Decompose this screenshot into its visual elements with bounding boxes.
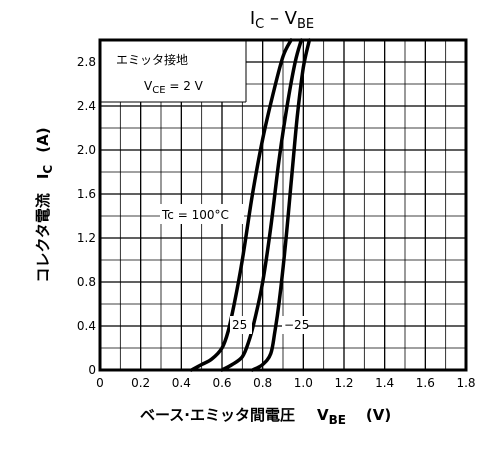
- curves: [189, 38, 312, 372]
- series-line-25: [220, 38, 304, 372]
- x-tick-label: 1.6: [416, 376, 435, 390]
- y-tick-label: 1.2: [77, 231, 96, 245]
- annotation-m25: −25: [282, 316, 309, 334]
- tc-label: Tc = 100°C: [161, 208, 229, 222]
- x-axis-label: ベース·エミッタ間電圧 VBE (V): [140, 406, 391, 427]
- series-line--25: [250, 38, 312, 372]
- annotation-100c: Tc = 100°C: [160, 204, 244, 224]
- x-tick-labels: 0 0.2 0.4 0.6 0.8 1.0 1.2 1.4 1.6 1.8: [96, 376, 475, 390]
- x-tick-label: 1.4: [375, 376, 394, 390]
- x-tick-label: 0.6: [212, 376, 231, 390]
- y-tick-label: 1.6: [77, 187, 96, 201]
- label-minus25: −25: [284, 318, 309, 332]
- y-tick-label: 2.8: [77, 55, 96, 69]
- y-axis-label: コレクタ電流IC(A): [34, 127, 55, 282]
- conditions-line2: VCE = 2 V: [144, 79, 204, 96]
- x-tick-label: 1.0: [294, 376, 313, 390]
- chart-title: IC – VBE: [250, 8, 314, 32]
- y-tick-label: 0.4: [77, 319, 96, 333]
- series-line-100C: [189, 38, 293, 372]
- x-tick-label: 1.8: [456, 376, 475, 390]
- x-tick-label: 0: [96, 376, 104, 390]
- y-tick-label: 2.4: [77, 99, 96, 113]
- x-tick-label: 1.2: [334, 376, 353, 390]
- y-tick-label: 0: [88, 363, 96, 377]
- x-tick-label: 0.8: [253, 376, 272, 390]
- conditions-line1: エミッタ接地: [116, 52, 188, 67]
- y-tick-label: 2.0: [77, 143, 96, 157]
- label-25: 25: [232, 318, 247, 332]
- x-tick-label: 0.2: [131, 376, 150, 390]
- y-tick-labels: 0 0.4 0.8 1.2 1.6 2.0 2.4 2.8: [77, 55, 96, 377]
- conditions-box: エミッタ接地 VCE = 2 V: [100, 40, 247, 103]
- y-tick-label: 0.8: [77, 275, 96, 289]
- x-tick-label: 0.4: [172, 376, 191, 390]
- plot-frame: [98, 38, 468, 372]
- annotation-25: 25: [230, 316, 252, 334]
